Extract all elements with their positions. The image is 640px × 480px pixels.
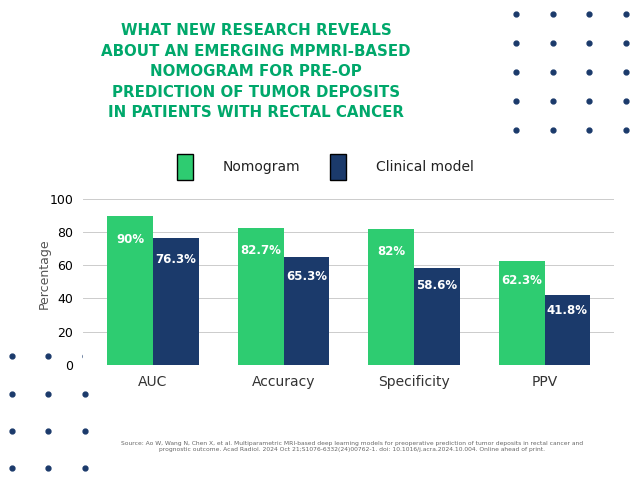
- Text: Source: Ao W, Wang N, Chen X, et al. Multiparametric MRI-based deep learning mod: Source: Ao W, Wang N, Chen X, et al. Mul…: [121, 441, 583, 452]
- Text: 82.7%: 82.7%: [240, 244, 281, 257]
- Text: WHAT NEW RESEARCH REVEALS
ABOUT AN EMERGING MPMRI-BASED
NOMOGRAM FOR PRE-OP
PRED: WHAT NEW RESEARCH REVEALS ABOUT AN EMERG…: [101, 24, 411, 120]
- Bar: [108, 216, 153, 365]
- Bar: [153, 238, 198, 365]
- Bar: [369, 229, 414, 365]
- Text: Clinical model: Clinical model: [376, 160, 474, 174]
- Text: 62.3%: 62.3%: [501, 274, 542, 287]
- Text: 65.3%: 65.3%: [286, 269, 327, 283]
- Bar: [545, 296, 590, 365]
- Text: 90%: 90%: [116, 233, 144, 246]
- Text: 58.6%: 58.6%: [417, 279, 458, 292]
- FancyBboxPatch shape: [330, 154, 346, 180]
- Bar: [414, 268, 460, 365]
- Bar: [284, 256, 329, 365]
- Text: 76.3%: 76.3%: [156, 253, 196, 266]
- Y-axis label: Percentage: Percentage: [38, 238, 51, 309]
- Bar: [499, 262, 545, 365]
- FancyBboxPatch shape: [177, 154, 193, 180]
- Bar: [238, 228, 284, 365]
- Text: Nomogram: Nomogram: [223, 160, 300, 174]
- Text: 41.8%: 41.8%: [547, 304, 588, 317]
- Text: 82%: 82%: [377, 245, 405, 258]
